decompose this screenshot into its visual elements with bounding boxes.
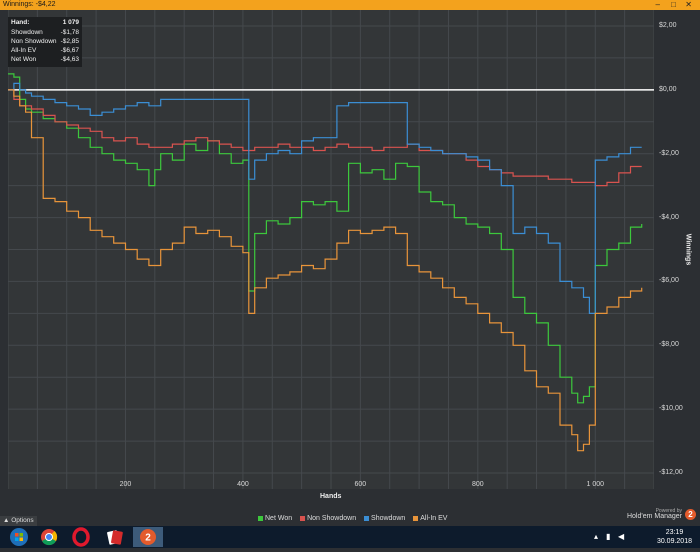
chart-plot-area[interactable] [8,10,654,489]
taskbar-opera[interactable] [66,527,96,547]
svg-text:2: 2 [145,533,151,544]
y-tick-label: -$6,00 [659,277,679,285]
tray-expand-icon[interactable]: ▴ [594,532,599,541]
x-tick-label: 400 [237,481,249,488]
x-tick-label: 1 000 [586,481,605,488]
windows-start-icon [10,528,28,546]
options-button[interactable]: ▲ Options [0,516,37,526]
maximize-icon[interactable]: □ [671,0,676,9]
x-tick-label: 800 [471,481,484,488]
taskbar-holdem-manager[interactable]: 2 [133,527,163,547]
y-tick-label: $2,00 [659,21,677,29]
series-line-allin-ev [8,89,643,452]
winnings-chart [8,10,654,489]
chrome-icon [41,529,58,546]
legend-item-net-won[interactable]: Net Won [258,515,292,522]
close-icon[interactable]: ✕ [685,0,692,9]
stats-row-showdown: Showdown -$1,78 [11,29,79,36]
y-axis-label: Winnings [684,233,692,266]
x-tick-label: 200 [119,481,132,488]
title-bar: Winnings: -$4,22 – □ ✕ [0,0,700,10]
legend-item-allin-ev[interactable]: All-In EV [413,515,447,522]
hm2-brand: Powered by Hold'em Manager 2 [626,508,696,522]
legend-item-non-showdown[interactable]: Non Showdown [300,515,356,522]
taskbar-chrome[interactable] [34,527,64,547]
y-tick-label: -$4,00 [659,213,679,221]
legend-swatch [364,515,370,521]
taskbar: 2 ▴ ▮ ◀ 23:19 30.09.2018 [0,526,700,548]
opera-icon [72,527,90,547]
legend-item-showdown[interactable]: Showdown [364,515,405,522]
y-tick-label: -$2,00 [659,149,679,157]
holdem-manager-icon: 2 [140,529,156,545]
caret-up-icon: ▲ [3,517,10,524]
x-axis-label: Hands [320,493,342,500]
legend-swatch [413,515,419,521]
legend-swatch [300,515,306,521]
stats-row-allin-ev: All-In EV -$6,67 [11,47,79,54]
network-icon[interactable]: ▮ [606,532,611,541]
y-tick-label: $0,00 [659,85,677,93]
hm2-logo-icon: 2 [685,509,696,520]
series-line-showdown [8,82,642,314]
y-tick-label: -$10,00 [659,405,683,413]
system-tray: ▴ ▮ ◀ 23:19 30.09.2018 [580,526,700,548]
y-tick-label: -$12,00 [659,469,683,477]
stats-row-hand: Hand: 1 079 [11,19,79,26]
stats-panel: Hand: 1 079 Showdown -$1,78 Non Showdown… [8,17,82,67]
poker-cards-icon [107,530,123,545]
x-tick-label: 600 [354,481,367,488]
y-tick-label: -$8,00 [659,341,679,349]
chart-legend: Net Won Non Showdown Showdown All-In EV [258,515,453,522]
stats-row-net-won: Net Won -$4,63 [11,56,79,63]
series-line-net-won [8,73,643,404]
window-title: Winnings: -$4,22 [3,1,56,8]
minimize-icon[interactable]: – [655,0,660,9]
legend-swatch [258,515,263,521]
volume-icon[interactable]: ◀ [618,532,625,541]
stats-row-non-showdown: Non Showdown -$2,85 [11,38,79,45]
taskbar-poker-client[interactable] [100,527,130,547]
start-button[interactable] [4,527,34,547]
taskbar-clock[interactable]: 23:19 30.09.2018 [656,529,692,545]
